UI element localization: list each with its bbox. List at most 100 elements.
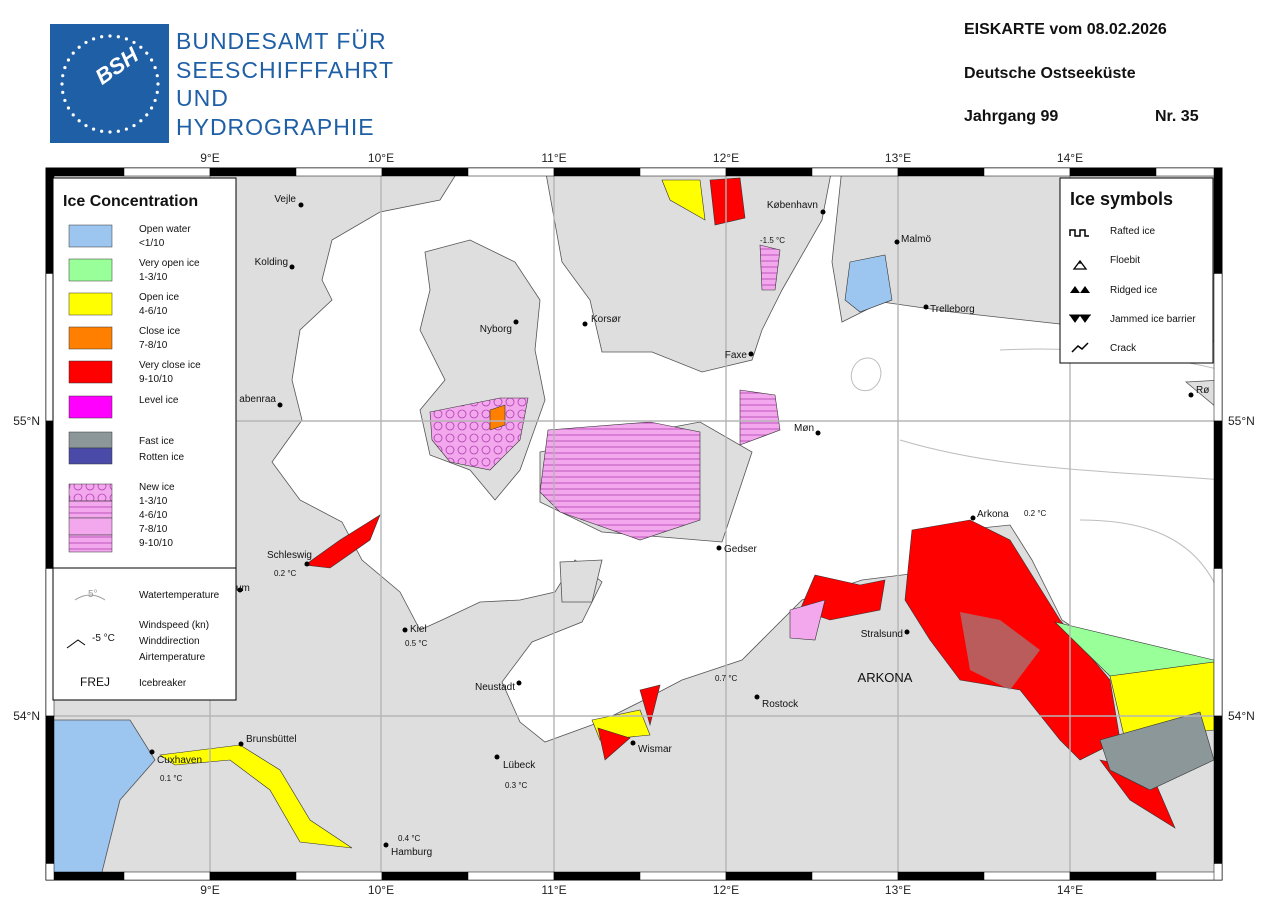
map (304, 177, 746, 569)
place-marker (383, 842, 389, 848)
place-marker (716, 545, 722, 551)
place-marker (304, 561, 310, 567)
border-segment (123, 167, 211, 177)
place-marker (970, 515, 976, 521)
place-marker (289, 264, 295, 270)
border-segment (639, 167, 727, 177)
place-marker (904, 629, 910, 635)
map (539, 421, 701, 541)
agency-name: HYDROGRAPHIE (176, 114, 375, 140)
logo-dot (145, 51, 149, 55)
legend: -5 °C (92, 633, 115, 644)
legend-swatch (68, 360, 113, 384)
legend-label: Very open ice (139, 258, 200, 269)
map (597, 684, 661, 761)
logo-dot (108, 34, 112, 38)
place-label: Kolding (255, 257, 288, 268)
place-label: Rø (1196, 385, 1209, 396)
logo-dot (71, 51, 75, 55)
border-segment (209, 871, 297, 881)
ice-symbols (1069, 229, 1089, 237)
ice-symbols (1069, 314, 1091, 323)
longitude-labels: 12°E (713, 151, 739, 165)
ice-symbols: Ice symbols (1070, 189, 1173, 209)
logo-dot (77, 119, 81, 123)
place-marker (754, 694, 760, 700)
place-marker (516, 680, 522, 686)
logo-dot (77, 45, 81, 49)
logo-dot (139, 45, 143, 49)
place-label: Stralsund (861, 629, 903, 640)
logo: BSH (50, 24, 169, 143)
legend: Open water <1/10 Very open ice 1-3/10 Open i… (68, 224, 201, 553)
legend-label: 1-3/10 (139, 272, 168, 283)
border-segment (45, 871, 125, 881)
temperature-labels: 0.1 °C (160, 774, 183, 783)
border-segment (639, 871, 727, 881)
logo-dot (153, 98, 157, 103)
chart-info: Jahrgang 99 (964, 108, 1058, 125)
map (46, 168, 1222, 880)
border-segment (295, 871, 383, 881)
logo-dot (63, 98, 67, 103)
agency-name: BUNDESAMT FÜR (176, 28, 387, 54)
place-label: Trelleborg (930, 304, 975, 315)
map (1184, 379, 1222, 413)
latitude-labels: 55°N (13, 414, 40, 428)
temperature-labels: 0.7 °C (715, 674, 738, 683)
legend-swatch (68, 447, 113, 465)
legend-label: 1-3/10 (139, 496, 168, 507)
ice-symbols (1071, 342, 1089, 353)
border-segment (897, 871, 985, 881)
logo-dot (63, 65, 67, 70)
place-label: Neustadt (475, 682, 515, 693)
place-marker (277, 402, 283, 408)
place-marker (582, 321, 588, 327)
border-segment (1213, 715, 1223, 864)
legend-label: Rotten ice (139, 452, 184, 463)
sea-area-label: ARKONA (858, 670, 913, 685)
legend-swatch (68, 431, 113, 449)
logo-dot (91, 127, 96, 131)
place-label: Lübeck (503, 760, 536, 771)
place-marker (748, 351, 754, 357)
temperature-labels: -1.5 °C 0.2 °C 0.2 °C 0.5 °C 0.7 °C 0.1 … (160, 236, 1047, 843)
legend-label: Level ice (139, 395, 179, 406)
logo-dot (108, 130, 112, 134)
latitude-labels: 54°N (1228, 709, 1255, 723)
temperature-labels: 0.2 °C (1024, 509, 1047, 518)
ice-symbols (1059, 177, 1214, 364)
border-segment (553, 871, 641, 881)
border-segment (725, 167, 813, 177)
legend (66, 639, 86, 649)
place-marker (815, 430, 821, 436)
place-marker (923, 304, 929, 310)
latitude-labels: 55°N (1228, 414, 1255, 428)
place-marker (1188, 392, 1194, 398)
place-marker (149, 749, 155, 755)
border-segment (1213, 273, 1223, 422)
border-segment (1155, 871, 1223, 881)
longitude-labels: 13°E (885, 151, 911, 165)
place-label: Schleswig (267, 550, 312, 561)
place-marker (238, 741, 244, 747)
border-segment (1069, 167, 1157, 177)
place-label: Cuxhaven (157, 755, 202, 766)
place-label: Kiel (410, 624, 427, 635)
place-label: Korsør (591, 314, 622, 325)
legend-label: 7-8/10 (139, 524, 168, 535)
border-segment (1069, 871, 1157, 881)
place-label: Faxe (725, 350, 748, 361)
legend-label: Very close ice (139, 360, 201, 371)
border-segment (45, 863, 55, 881)
place-marker (402, 627, 408, 633)
agency-name: BUNDESAMT FÜR SEESCHIFFFAHRT UND HYDROGR… (176, 28, 393, 140)
legend: Icebreaker (139, 678, 187, 689)
ice-symbols: Ridged ice (1110, 285, 1158, 296)
logo-dot (61, 74, 65, 78)
legend (74, 594, 106, 601)
ice-symbols (1070, 286, 1090, 293)
legend-label: New ice (139, 482, 175, 493)
map (559, 559, 603, 603)
legend-swatch (68, 326, 113, 350)
